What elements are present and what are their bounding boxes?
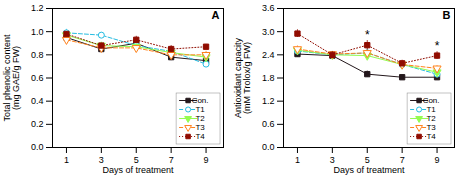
svg-text:1: 1 — [64, 155, 69, 165]
svg-text:9: 9 — [204, 155, 209, 165]
svg-text:1.0: 1.0 — [31, 27, 44, 37]
svg-text:T3: T3 — [195, 123, 205, 132]
svg-text:0.4: 0.4 — [31, 96, 44, 106]
svg-text:0.2: 0.2 — [31, 119, 44, 129]
svg-text:Days of treatment: Days of treatment — [333, 165, 405, 175]
svg-text:*: * — [365, 28, 370, 42]
svg-text:Antioxidant capacity(mM Trolox: Antioxidant capacity(mM Trolox/g FW) — [233, 37, 252, 118]
svg-text:Con.: Con. — [192, 96, 209, 105]
svg-text:2.4: 2.4 — [262, 50, 275, 60]
svg-text:*: * — [435, 39, 440, 53]
svg-text:T1: T1 — [426, 105, 436, 114]
svg-text:3: 3 — [330, 155, 335, 165]
svg-text:T1: T1 — [195, 105, 205, 114]
svg-text:Total phenolic content(mg GAE/: Total phenolic content(mg GAE/g FW) — [2, 34, 21, 122]
svg-text:Con.: Con. — [423, 96, 440, 105]
svg-text:7: 7 — [400, 155, 405, 165]
svg-text:1.2: 1.2 — [31, 3, 44, 13]
svg-text:9: 9 — [435, 155, 440, 165]
svg-text:3: 3 — [99, 155, 104, 165]
svg-text:1: 1 — [295, 155, 300, 165]
svg-text:5: 5 — [365, 155, 370, 165]
svg-text:0.0: 0.0 — [31, 142, 44, 152]
svg-text:1.8: 1.8 — [262, 73, 275, 83]
svg-text:T3: T3 — [426, 123, 436, 132]
svg-text:5: 5 — [134, 155, 139, 165]
svg-text:3.6: 3.6 — [262, 3, 275, 13]
svg-text:T2: T2 — [426, 114, 436, 123]
svg-text:7: 7 — [169, 155, 174, 165]
svg-text:0.6: 0.6 — [31, 73, 44, 83]
svg-text:Days of treatment: Days of treatment — [102, 165, 174, 175]
svg-text:B: B — [443, 9, 451, 21]
svg-text:1.2: 1.2 — [262, 96, 275, 106]
svg-text:0.0: 0.0 — [262, 142, 275, 152]
svg-text:T4: T4 — [426, 132, 436, 141]
svg-text:0.6: 0.6 — [262, 119, 275, 129]
svg-text:A: A — [212, 9, 220, 21]
svg-text:T2: T2 — [195, 114, 205, 123]
svg-text:0.8: 0.8 — [31, 50, 44, 60]
svg-text:T4: T4 — [195, 132, 205, 141]
svg-text:3.0: 3.0 — [262, 27, 275, 37]
